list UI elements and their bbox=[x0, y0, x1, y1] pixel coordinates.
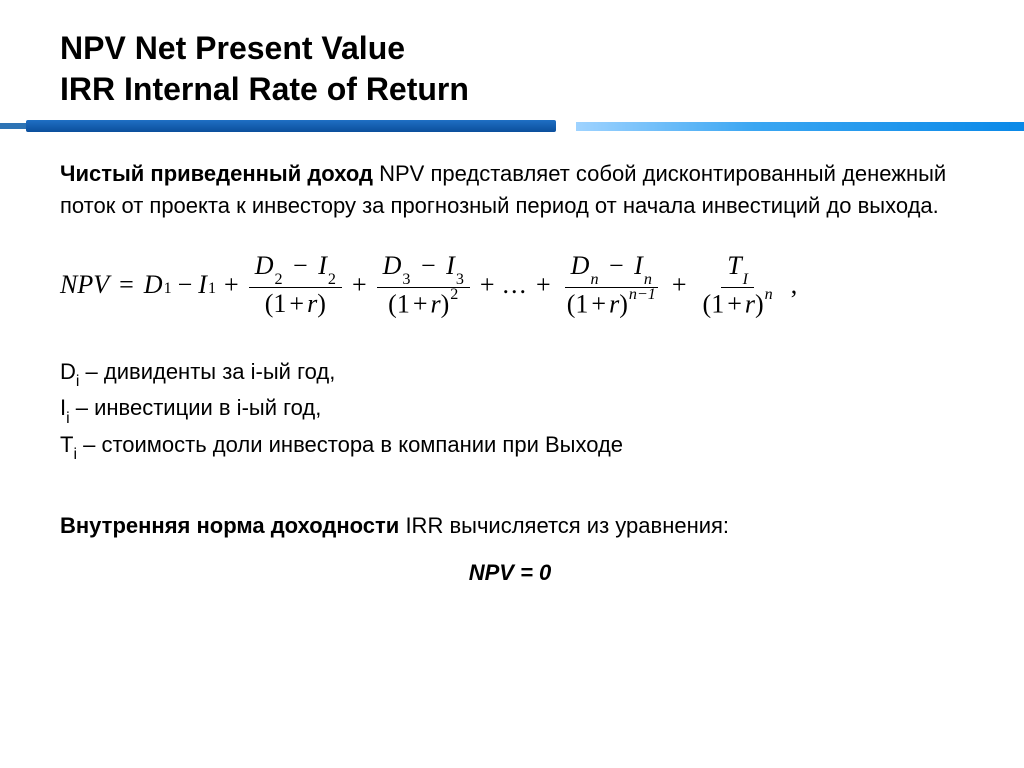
term-n: Dn − In (1+r)n−1 bbox=[561, 252, 662, 319]
plus-5: + bbox=[672, 270, 687, 300]
tT-one: 1 bbox=[711, 289, 724, 318]
irr-lead: Внутренняя норма доходности bbox=[60, 513, 399, 538]
divider-bar bbox=[0, 120, 1024, 132]
t3-I: I bbox=[446, 251, 455, 280]
formula-lhs: NPV bbox=[60, 270, 109, 300]
term2-num: D2 − I2 bbox=[249, 252, 342, 288]
term-terminal: TI (1+r)n bbox=[697, 252, 779, 319]
tT-T: T bbox=[727, 251, 741, 280]
title-line-1: NPV Net Present Value bbox=[60, 28, 469, 69]
termT-num: TI bbox=[721, 252, 754, 288]
t3-D: D bbox=[383, 251, 402, 280]
termn-den: (1+r)n−1 bbox=[561, 288, 662, 319]
tn-minus: − bbox=[609, 251, 624, 280]
t3-D-sub: 3 bbox=[402, 271, 410, 288]
equals-sign: = bbox=[119, 270, 134, 300]
def-d-sub: i bbox=[76, 373, 80, 390]
tn-I: I bbox=[634, 251, 643, 280]
termT-den: (1+r)n bbox=[697, 288, 779, 319]
irr-block: Внутренняя норма доходности IRR вычисляе… bbox=[60, 510, 960, 586]
slide: NPV Net Present Value IRR Internal Rate … bbox=[0, 0, 1024, 768]
t3-plus: + bbox=[413, 289, 428, 318]
tn-I-sub: n bbox=[644, 271, 652, 288]
term3-den: (1+r)2 bbox=[382, 288, 464, 319]
intro-lead: Чистый приведенный доход bbox=[60, 161, 373, 186]
divider-main bbox=[26, 120, 556, 132]
term-3: D3 − I3 (1+r)2 bbox=[377, 252, 470, 319]
t3-r: r bbox=[430, 289, 440, 318]
t2-one: 1 bbox=[273, 289, 286, 318]
ellipsis: ... bbox=[503, 270, 529, 300]
t2-r: r bbox=[307, 289, 317, 318]
plus-2: + bbox=[352, 270, 367, 300]
tT-r: r bbox=[745, 289, 755, 318]
irr-paragraph: Внутренняя норма доходности IRR вычисляе… bbox=[60, 510, 960, 542]
termn-num: Dn − In bbox=[565, 252, 658, 288]
title-line-2: IRR Internal Rate of Return bbox=[60, 69, 469, 110]
term1-D-sub: 1 bbox=[164, 280, 172, 298]
t2-D-sub: 2 bbox=[274, 271, 282, 288]
divider-gap bbox=[560, 122, 574, 130]
def-i-sub: i bbox=[66, 410, 70, 427]
t3-I-sub: 3 bbox=[456, 271, 464, 288]
tT-exp: n bbox=[765, 286, 773, 303]
slide-body: Чистый приведенный доход NPV представляе… bbox=[60, 158, 960, 608]
term-2: D2 − I2 (1+r) bbox=[249, 252, 342, 319]
tn-D-sub: n bbox=[590, 271, 598, 288]
t3-minus: − bbox=[421, 251, 436, 280]
t2-minus: − bbox=[293, 251, 308, 280]
tn-D: D bbox=[571, 251, 590, 280]
t2-plus: + bbox=[289, 289, 304, 318]
formula-trailing-comma: , bbox=[791, 270, 798, 300]
def-i: Ii – инвестиции в i-ый год, bbox=[60, 395, 960, 425]
tn-plus: + bbox=[591, 289, 606, 318]
tT-plus: + bbox=[727, 289, 742, 318]
def-t-label: T bbox=[60, 432, 73, 457]
term2-den: (1+r) bbox=[259, 288, 332, 319]
t3-exp: 2 bbox=[450, 286, 458, 303]
term3-num: D3 − I3 bbox=[377, 252, 470, 288]
slide-title: NPV Net Present Value IRR Internal Rate … bbox=[60, 28, 469, 110]
definitions-block: Di – дивиденты за i-ый год, Ii – инвести… bbox=[60, 359, 960, 462]
npv-formula: NPV = D1 − I1 + D2 − I2 (1+r) + bbox=[60, 252, 960, 319]
plus-3: + bbox=[480, 270, 495, 300]
irr-equation: NPV = 0 bbox=[60, 560, 960, 586]
def-i-text: – инвестиции в i-ый год, bbox=[70, 395, 322, 420]
irr-rest: IRR вычисляется из уравнения: bbox=[399, 513, 729, 538]
plus-4: + bbox=[536, 270, 551, 300]
t2-I: I bbox=[318, 251, 327, 280]
term-1: D1 − I1 bbox=[144, 270, 216, 300]
intro-paragraph: Чистый приведенный доход NPV представляе… bbox=[60, 158, 960, 222]
tn-one: 1 bbox=[575, 289, 588, 318]
t3-one: 1 bbox=[397, 289, 410, 318]
def-t: Ti – стоимость доли инвестора в компании… bbox=[60, 432, 960, 462]
tT-T-sub: I bbox=[743, 271, 748, 288]
divider-right bbox=[576, 122, 1024, 131]
t2-D: D bbox=[255, 251, 274, 280]
divider-left-pad bbox=[0, 123, 26, 129]
term1-I-sub: 1 bbox=[208, 280, 216, 298]
plus-1: + bbox=[224, 270, 239, 300]
t2-I-sub: 2 bbox=[328, 271, 336, 288]
tn-exp: n−1 bbox=[629, 286, 656, 303]
def-t-text: – стоимость доли инвестора в компании пр… bbox=[77, 432, 623, 457]
term1-minus: − bbox=[178, 270, 193, 300]
term1-D: D bbox=[144, 270, 163, 300]
def-d-label: D bbox=[60, 359, 76, 384]
def-d-text: – дивиденты за i-ый год, bbox=[79, 359, 335, 384]
def-t-sub: i bbox=[73, 446, 77, 463]
tn-r: r bbox=[609, 289, 619, 318]
def-d: Di – дивиденты за i-ый год, bbox=[60, 359, 960, 389]
term1-I: I bbox=[198, 270, 207, 300]
